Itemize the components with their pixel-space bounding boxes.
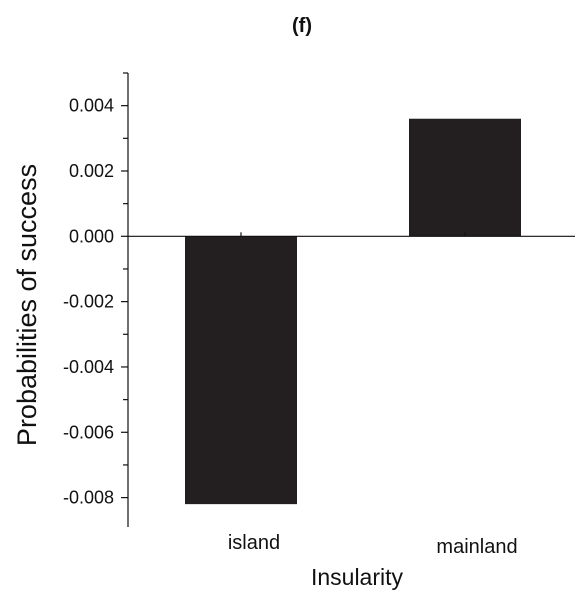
bar-mainland [409, 118, 521, 237]
y-tick-label: 0.000 [69, 226, 114, 246]
x-tick-label-mainland: mainland [436, 536, 517, 558]
y-tick-label: 0.002 [69, 161, 114, 181]
plot-area: 0.004 0.002 0.000 -0.002 -0.004 -0.006 -0.008 i… [63, 72, 575, 558]
y-axis-label: Probabilities of success [12, 164, 42, 446]
y-tick-label: -0.004 [63, 357, 114, 377]
y-tick-label: 0.004 [69, 96, 114, 116]
chart-title: (f) [292, 15, 312, 37]
x-tick-label-island: island [228, 532, 280, 554]
y-tick-label: -0.008 [63, 488, 114, 508]
y-tick-label: -0.002 [63, 292, 114, 312]
bar-island [185, 236, 297, 505]
y-tick-label: -0.006 [63, 422, 114, 442]
x-axis-label: Insularity [311, 564, 404, 590]
